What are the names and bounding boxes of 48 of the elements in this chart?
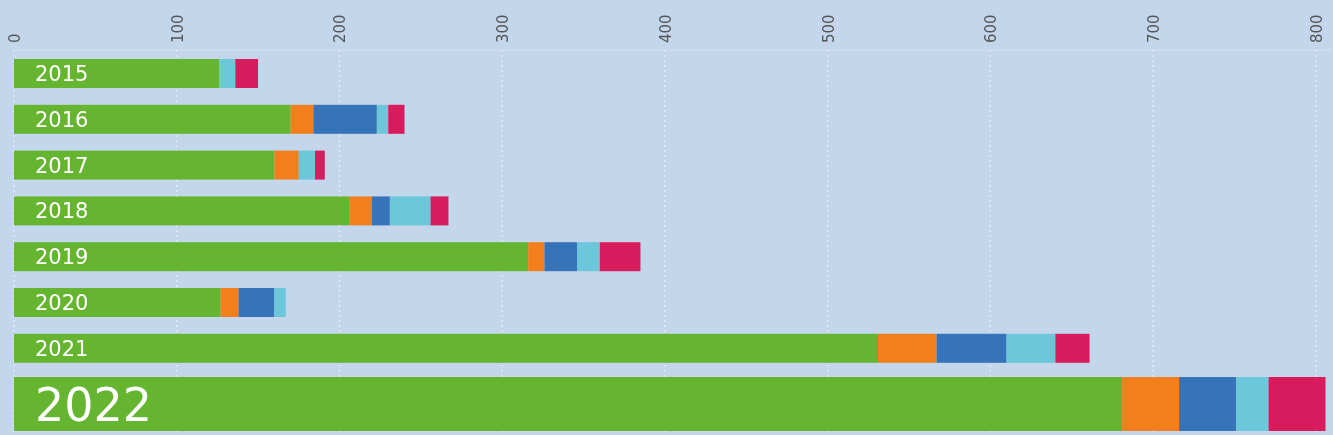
bar bbox=[220, 288, 239, 317]
bar bbox=[313, 104, 377, 134]
bar bbox=[238, 288, 275, 317]
bar bbox=[14, 59, 220, 88]
bar bbox=[388, 104, 405, 134]
bar bbox=[219, 59, 236, 88]
bar bbox=[389, 196, 431, 226]
bar bbox=[14, 150, 275, 180]
bar bbox=[14, 242, 529, 272]
bar bbox=[298, 150, 316, 180]
x-tick-label: 200 bbox=[331, 14, 350, 43]
y-tick-label: 2015 bbox=[35, 62, 89, 87]
bar bbox=[14, 288, 221, 317]
x-tick-label: 0 bbox=[6, 33, 24, 43]
bar bbox=[14, 104, 291, 134]
bar bbox=[1055, 333, 1090, 363]
bar bbox=[1006, 333, 1056, 363]
bar bbox=[878, 333, 937, 363]
bar bbox=[274, 288, 286, 317]
x-tick-label: 100 bbox=[168, 14, 187, 43]
y-tick-label: 2022 bbox=[35, 377, 153, 432]
bar bbox=[315, 150, 325, 180]
bar bbox=[14, 196, 350, 226]
bar bbox=[376, 104, 389, 134]
y-tick-label: 2020 bbox=[35, 291, 89, 316]
y-tick-label: 2019 bbox=[35, 245, 89, 270]
bar bbox=[430, 196, 449, 226]
bar bbox=[936, 333, 1007, 363]
bar bbox=[599, 242, 641, 272]
bar bbox=[528, 242, 545, 272]
x-tick-label: 300 bbox=[494, 14, 513, 43]
bar bbox=[577, 242, 600, 272]
x-tick-label: 800 bbox=[1307, 14, 1326, 43]
x-tick-label: 600 bbox=[982, 14, 1001, 43]
bar bbox=[544, 242, 577, 272]
bar bbox=[371, 196, 390, 226]
y-tick-label: 2021 bbox=[35, 336, 89, 361]
y-tick-label: 2017 bbox=[35, 153, 89, 178]
bar bbox=[349, 196, 372, 226]
bar bbox=[14, 333, 879, 363]
x-tick-label: 400 bbox=[656, 14, 675, 43]
x-tick-label: 700 bbox=[1145, 14, 1164, 43]
x-tick-label: 500 bbox=[819, 14, 838, 43]
y-tick-label: 2016 bbox=[35, 107, 89, 132]
bar bbox=[290, 104, 314, 134]
bar bbox=[274, 150, 299, 180]
y-tick-label: 2018 bbox=[35, 199, 89, 224]
bar bbox=[235, 59, 259, 88]
